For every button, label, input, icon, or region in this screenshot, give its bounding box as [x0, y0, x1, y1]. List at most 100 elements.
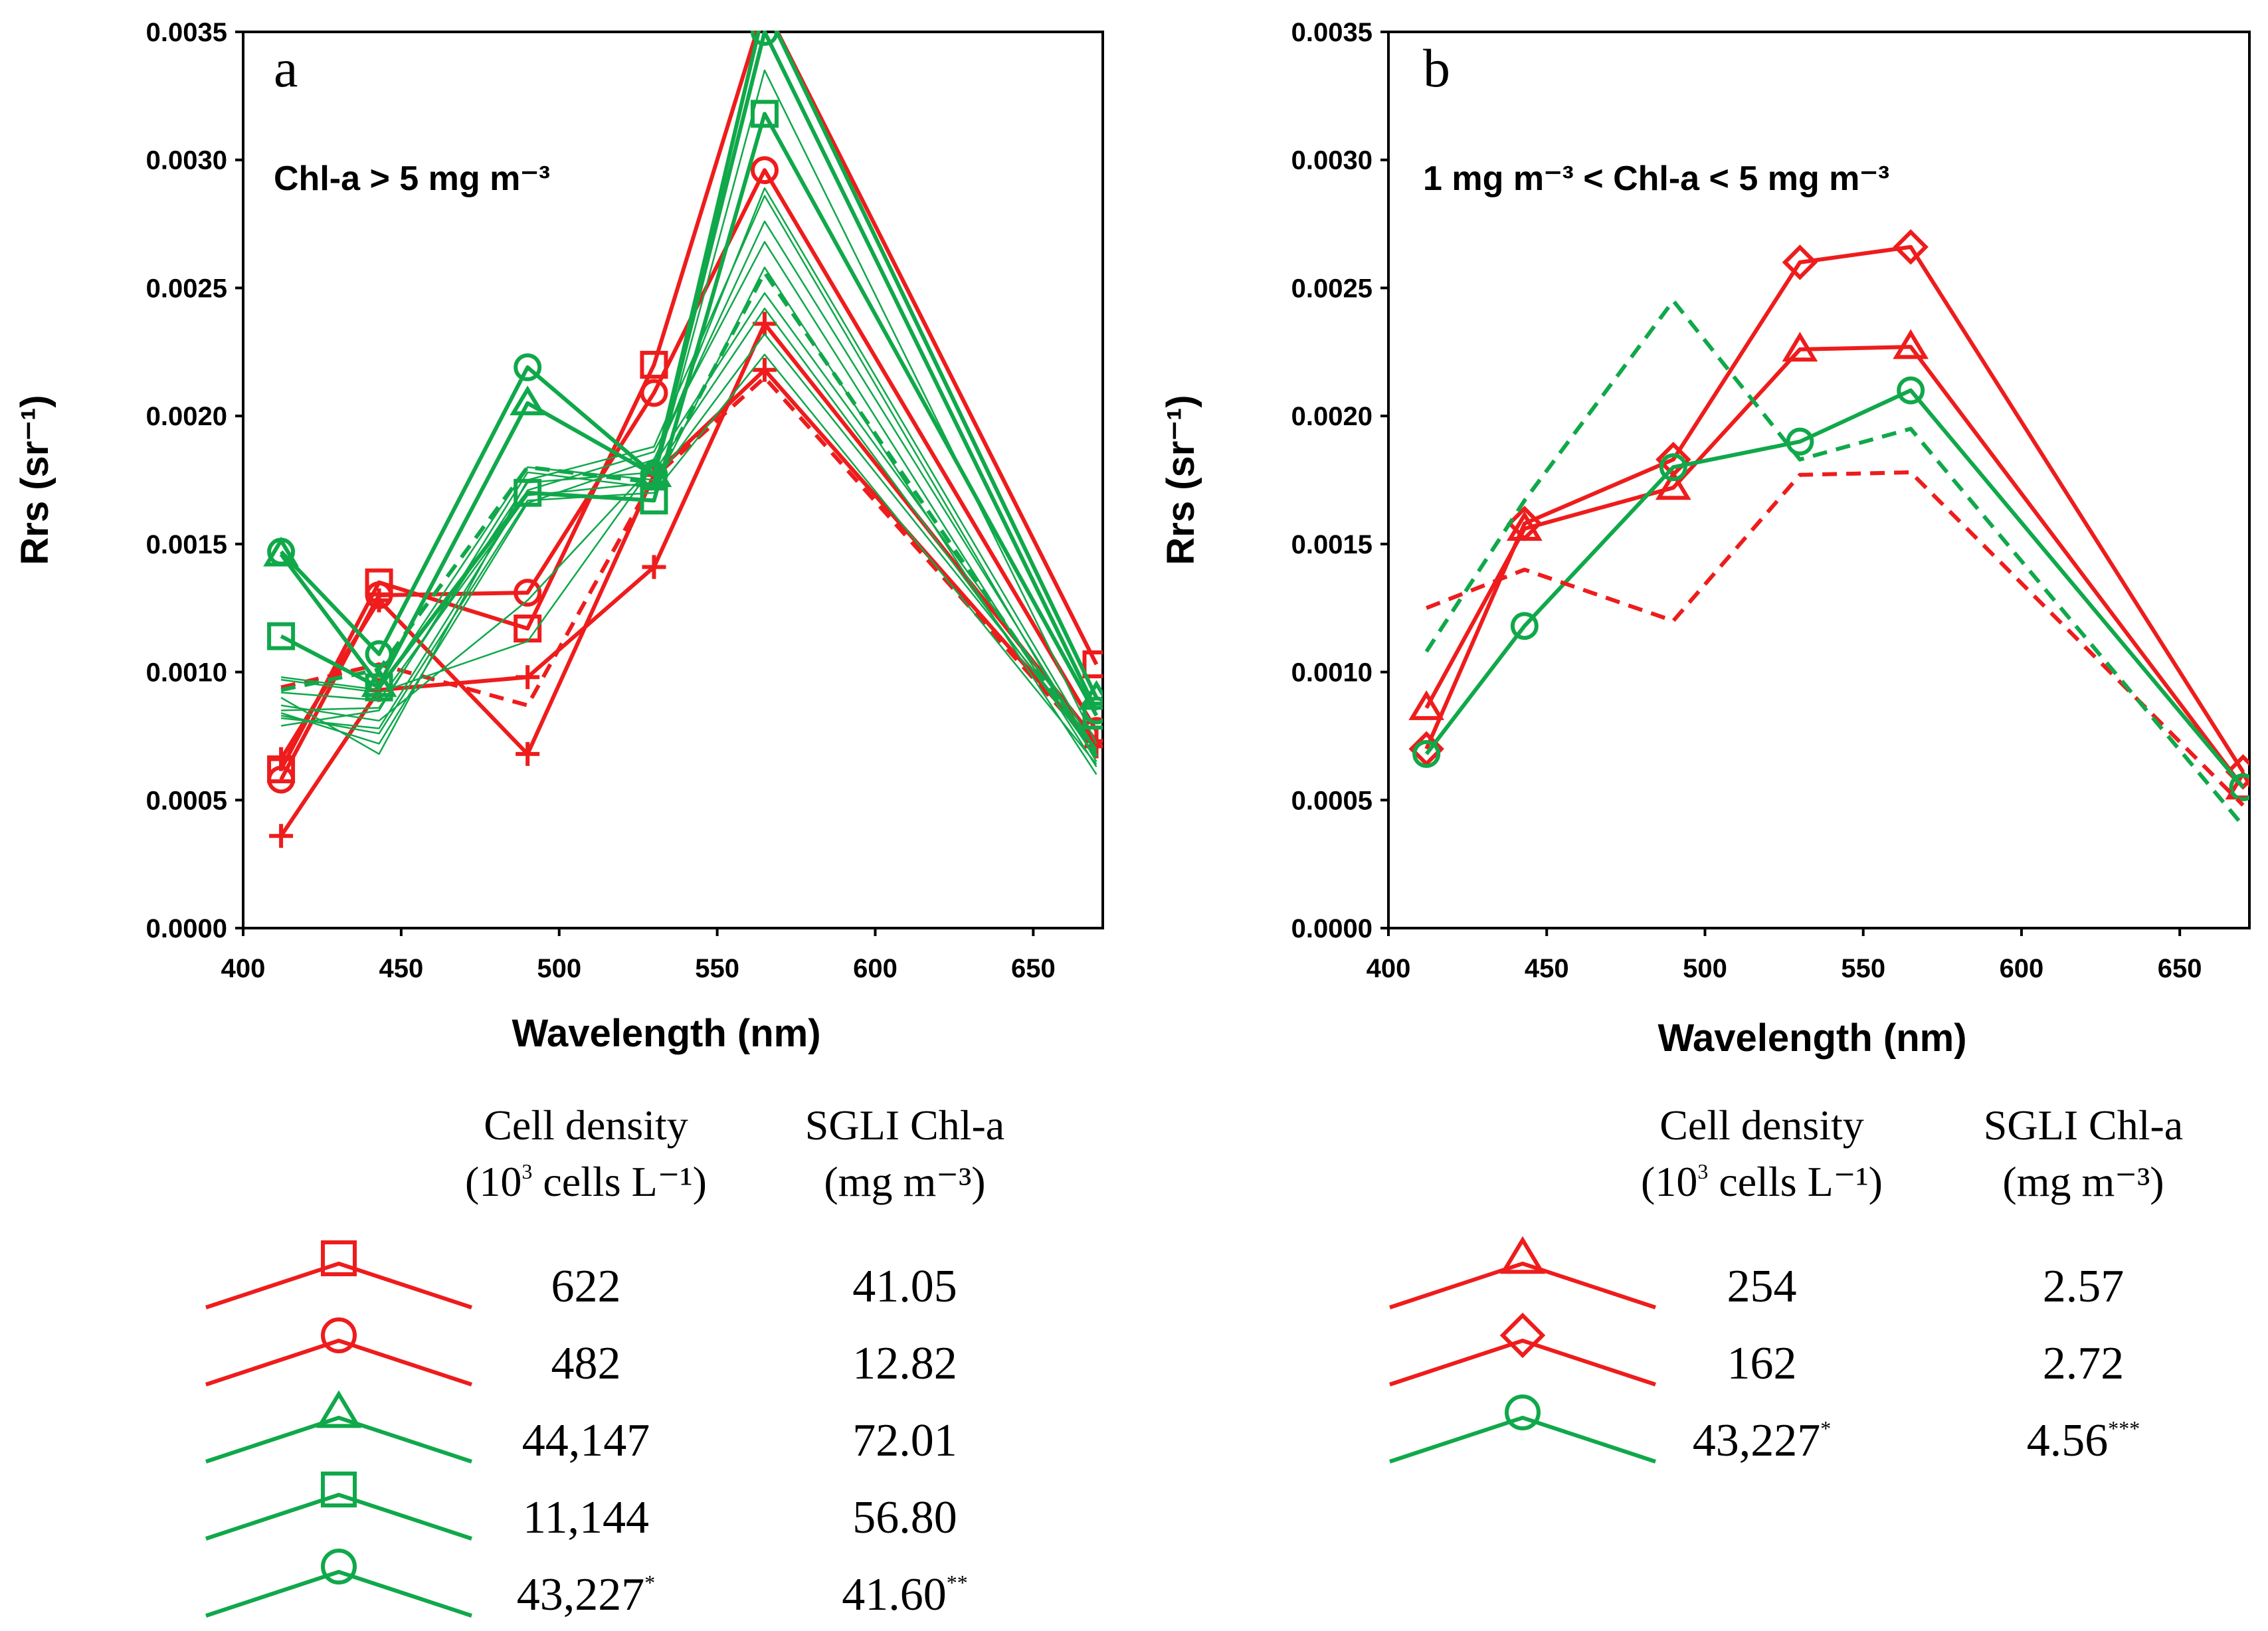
series-line-2	[1424, 244, 2245, 773]
legend-chla-number: 72.01	[852, 1415, 957, 1466]
legend-unit-part: (10	[1641, 1158, 1697, 1205]
y-tick-label: 0.0000	[146, 914, 227, 943]
y-tick-label: 0.0035	[146, 18, 227, 47]
y-tick-label: 0.0010	[146, 658, 227, 688]
legend-sample-marker	[321, 1240, 357, 1276]
legend-chla-footnote: **	[947, 1571, 968, 1594]
y-tick-label: 0.0030	[1291, 146, 1372, 175]
legend-density-footnote: *	[1820, 1416, 1831, 1440]
series-line-12	[280, 220, 1097, 755]
legend-density-value: 11,144	[523, 1492, 649, 1543]
legend-chla-footnote: ***	[2108, 1416, 2140, 1440]
legend-header-density: Cell density	[1659, 1102, 1864, 1149]
legend-chla-value: 2.57	[2043, 1261, 2125, 1312]
series-3-point-plus-marker	[752, 312, 777, 336]
y-tick-label: 0.0020	[1291, 402, 1372, 431]
series-1-point-triangle-marker	[1655, 470, 1691, 500]
panel-a: 0.0000 0.0005 0.0010 0.0015 0.0020 0.0025 0.00…	[13, 18, 1104, 1620]
legend-density-number: 162	[1727, 1338, 1797, 1389]
legend-header-density-unit: (103 cells L⁻¹)	[465, 1158, 707, 1205]
series-line-5	[280, 375, 1098, 751]
series-1-point-triangle-marker	[1893, 329, 1929, 359]
legend-row: 43,227* 41.60**	[205, 1549, 968, 1620]
legend-sample-square-marker	[321, 1240, 357, 1276]
y-tick-label: 0.0015	[1291, 530, 1372, 559]
legend-unit-part: (10	[465, 1158, 521, 1205]
y-axis-label: Rrs (sr⁻¹)	[13, 395, 56, 565]
legend-chla-value: 56.80	[852, 1492, 957, 1543]
legend-sample-marker	[321, 1317, 357, 1353]
series-line-13	[280, 240, 1097, 767]
panel-label: a	[274, 38, 298, 98]
legend-chla-number: 41.05	[852, 1261, 957, 1312]
legend-header-density-unit: (103 cells L⁻¹)	[1641, 1158, 1883, 1205]
series-2-point-circle-marker	[514, 579, 542, 607]
legend-sample-triangle-marker	[1499, 1236, 1546, 1274]
x-axis-label: Wavelength (nm)	[512, 1012, 820, 1055]
series-3-point-circle-marker	[1510, 612, 1539, 640]
series-2-point-diamond-marker	[1893, 229, 1929, 265]
series-7-point-square-marker	[267, 622, 296, 650]
x-tick-label: 400	[1367, 954, 1411, 983]
plot-annotation: Chl-a > 5 mg m⁻³	[274, 159, 550, 198]
legend-header-chla-unit: (mg m⁻³)	[824, 1158, 985, 1205]
series-line-17	[280, 333, 1097, 749]
legend-chla-value: 41.60**	[842, 1569, 968, 1620]
legend-header-chla-unit: (mg m⁻³)	[2002, 1158, 2164, 1205]
panel-label: b	[1423, 38, 1450, 98]
legend-sample-diamond-marker	[1499, 1312, 1546, 1359]
series-3-point-plus-marker	[642, 555, 666, 579]
series-2-point-circle-marker	[750, 156, 779, 185]
series-2-point-diamond-marker	[1507, 506, 1543, 541]
legend-chla-value: 4.56***	[2027, 1415, 2140, 1466]
legend-chla-number: 2.72	[2043, 1338, 2125, 1389]
plot-annotation: 1 mg m⁻³ < Chl-a < 5 mg m⁻³	[1423, 159, 1889, 198]
legend-unit-part: cells L⁻¹)	[532, 1158, 707, 1205]
series-line-1	[1424, 345, 2245, 789]
x-tick-label: 500	[1683, 954, 1727, 983]
legend-row: 11,144 56.80	[205, 1472, 957, 1543]
x-axis-label: Wavelength (nm)	[1657, 1016, 1966, 1060]
series-8-point-circle-marker	[1082, 696, 1103, 725]
panel-b: 0.0000 0.0005 0.0010 0.0015 0.0020 0.0025 0.00…	[1159, 18, 2251, 1466]
y-tick-label: 0.0015	[146, 530, 227, 559]
legend-chla-value: 72.01	[852, 1415, 957, 1466]
series-1-point-triangle-marker	[1782, 332, 1818, 362]
plot-frame	[242, 31, 1104, 929]
series-line-10	[280, 69, 1097, 745]
y-tick-label: 0.0020	[146, 402, 227, 431]
legend-row: 162 2.72	[1389, 1312, 2125, 1389]
y-tick-label: 0.0000	[1291, 914, 1372, 943]
legend-sample-line	[1389, 1338, 1656, 1387]
series-6-point-triangle-marker	[510, 385, 546, 416]
series-line-4	[1426, 470, 2245, 807]
x-tick-label: 400	[221, 954, 266, 983]
legend-unit-part: cells L⁻¹)	[1708, 1158, 1883, 1205]
legend-sample-line	[205, 1338, 472, 1387]
legend-density-number: 254	[1727, 1261, 1797, 1312]
x-tick-label: 650	[1011, 954, 1056, 983]
legend-row: 43,227* 4.56***	[1389, 1394, 2140, 1466]
series-line-3	[1424, 388, 2245, 789]
x-tick-label: 550	[695, 954, 739, 983]
legend-sample-line	[205, 1415, 472, 1464]
series-line-4	[279, 367, 1098, 761]
y-tick-label: 0.0025	[1291, 274, 1372, 303]
y-tick-label: 0.0035	[1291, 18, 1372, 47]
series-line-3	[279, 322, 1098, 837]
legend-sample-marker	[321, 1549, 357, 1584]
legend-sample-line	[205, 1261, 472, 1309]
legend-row: 44,147 72.01	[205, 1390, 957, 1466]
legend-density-number: 482	[551, 1338, 621, 1389]
series-line-5	[1424, 298, 2245, 827]
legend: Cell density (103 cells L⁻¹) SGLI Chl-a (mg…	[205, 1102, 1004, 1620]
series-line-8	[279, 31, 1099, 712]
legend-sample-marker	[1499, 1312, 1546, 1359]
series-8-point-circle-marker	[750, 31, 779, 46]
legend-density-value: 44,147	[522, 1415, 650, 1466]
x-tick-label: 550	[1841, 954, 1885, 983]
legend-sample-marker	[316, 1390, 362, 1428]
legend-unit-superscript: 3	[521, 1159, 532, 1183]
legend-row: 482 12.82	[205, 1317, 957, 1389]
